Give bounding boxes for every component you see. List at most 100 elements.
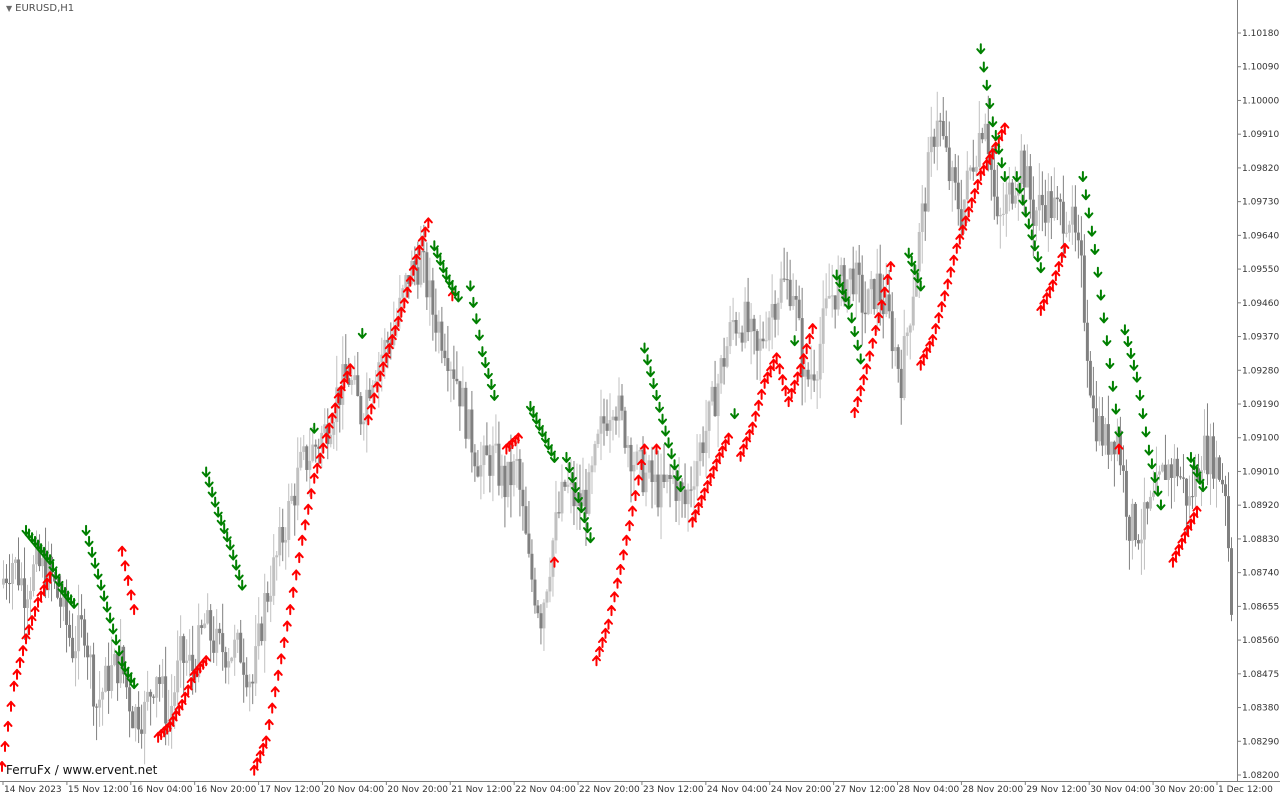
candle-body [593, 444, 597, 466]
candle [737, 312, 741, 339]
candle-body [1121, 465, 1125, 471]
candle [284, 527, 288, 570]
buy-arrow-icon [619, 549, 629, 561]
candle [767, 311, 771, 352]
candle [1208, 423, 1212, 505]
sell-arrow-shape [1153, 485, 1163, 497]
sell-arrow-icon [549, 451, 559, 463]
sell-arrow-icon [210, 496, 220, 508]
buy-arrow-icon [745, 429, 755, 441]
buy-arrow-icon [369, 392, 379, 404]
candle [518, 449, 522, 517]
candle-body [1025, 166, 1029, 188]
buy-arrow-shape [315, 452, 325, 464]
candle-body [671, 475, 675, 479]
candle [212, 616, 216, 663]
candle-body [515, 458, 519, 462]
buy-arrow-shape [606, 605, 616, 617]
sell-arrow-icon [1090, 243, 1100, 255]
candle-body [293, 495, 297, 506]
y-tick-label: 1.09820 [1242, 164, 1279, 174]
candle [965, 151, 969, 223]
candle [827, 263, 831, 299]
candle [248, 674, 252, 712]
sell-arrow-icon [1087, 225, 1097, 237]
candle [455, 351, 459, 385]
candle-body [197, 625, 201, 678]
candle-body [128, 687, 132, 712]
candle [710, 381, 714, 406]
candle-body [1070, 206, 1074, 225]
candle-body [68, 624, 72, 638]
y-tick-label: 1.08830 [1242, 535, 1279, 545]
buy-arrow-shape [949, 254, 959, 266]
candle-body [1193, 468, 1197, 497]
candle [830, 264, 834, 318]
candle-body [566, 484, 570, 487]
sell-arrow-icon [904, 247, 914, 259]
candle-body [170, 705, 174, 720]
candle [593, 440, 597, 473]
candle-body [584, 489, 588, 514]
candle-body [212, 640, 216, 653]
buy-arrow-icon [366, 403, 376, 415]
candle [533, 567, 537, 614]
candle-body [491, 445, 495, 476]
dropdown-triangle-icon[interactable]: ▼ [6, 4, 13, 13]
candle [980, 127, 984, 144]
x-tick-label: 21 Nov 12:00 [451, 785, 512, 795]
buy-arrow-icon [790, 379, 800, 391]
sell-arrow-shape [661, 425, 671, 437]
candle [755, 329, 759, 380]
candle-body [224, 652, 228, 668]
y-tick-label: 1.09370 [1242, 333, 1279, 343]
sell-arrow-shape [1105, 357, 1115, 369]
candle-body [773, 303, 777, 320]
candle-body [665, 474, 669, 483]
candle [293, 483, 297, 536]
buy-arrow-icon [24, 624, 34, 636]
candle-body [827, 295, 831, 299]
candle-body [41, 558, 45, 567]
candle-body [473, 452, 477, 467]
candle-body [1106, 424, 1110, 455]
buy-arrow-icon [946, 266, 956, 278]
candle [707, 400, 711, 459]
sell-arrow-icon [661, 425, 671, 437]
candle [995, 164, 999, 225]
buy-arrow-icon [628, 505, 638, 517]
candle-body [641, 449, 645, 493]
candle-body [1052, 197, 1056, 219]
buy-arrow-shape [288, 586, 298, 598]
sell-arrow-shape [1135, 389, 1145, 401]
sell-arrow-shape [916, 280, 926, 292]
sell-arrow-icon [468, 296, 478, 308]
buy-arrow-icon [955, 233, 965, 245]
candle [746, 277, 750, 342]
buy-arrow-icon [874, 312, 884, 324]
candle [1184, 478, 1188, 534]
candle-body [596, 433, 600, 445]
candle-body [1097, 416, 1101, 442]
candle [422, 224, 426, 283]
candle-body [62, 593, 66, 607]
candle-body [710, 386, 714, 402]
candle [749, 303, 753, 365]
sell-arrow-icon [1120, 324, 1130, 336]
buy-arrow-icon [724, 432, 734, 444]
candle-body [53, 576, 57, 582]
sell-arrow-icon [93, 568, 103, 580]
candle-body [1223, 484, 1227, 497]
candle [611, 409, 615, 441]
symbol-timeframe-label[interactable]: ▼ EURUSD,H1 [6, 3, 74, 14]
buy-arrow-shape [318, 442, 328, 454]
candle-body [299, 451, 303, 468]
buy-arrow-shape [279, 636, 289, 648]
buy-arrow-icon [6, 700, 16, 712]
candle-body [380, 354, 384, 363]
candle [209, 604, 213, 663]
sell-arrow-shape [676, 481, 686, 493]
buy-arrow-icon [1051, 270, 1061, 282]
sell-arrow-shape [480, 357, 490, 369]
